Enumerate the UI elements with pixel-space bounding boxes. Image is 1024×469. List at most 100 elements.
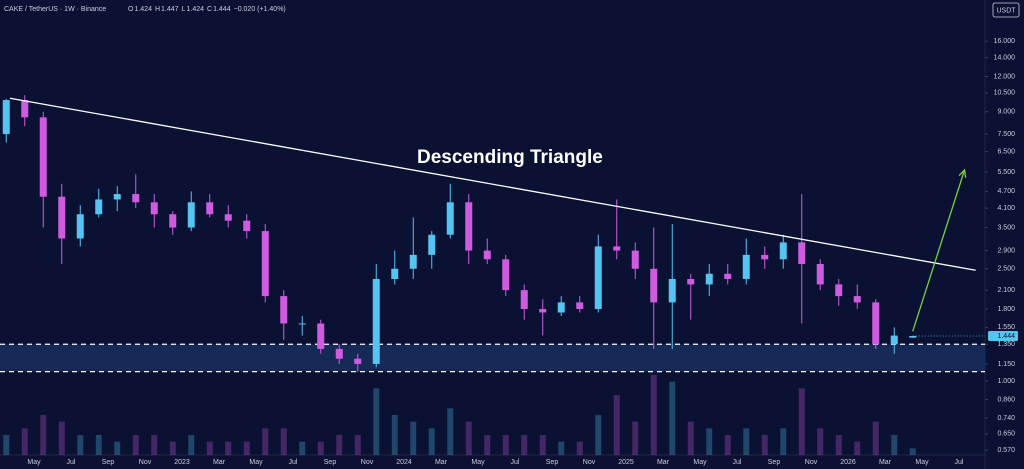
candle-body bbox=[502, 259, 510, 291]
candle-body bbox=[631, 250, 639, 269]
y-tick-label: 1.350 bbox=[997, 341, 1015, 348]
y-tick-label: 4.700 bbox=[997, 188, 1015, 195]
candle-body bbox=[576, 302, 584, 310]
y-tick-label: 3.500 bbox=[997, 224, 1015, 231]
candle-body bbox=[113, 194, 121, 200]
ohlc-value: 1.424 bbox=[186, 6, 204, 13]
volume-bar bbox=[95, 435, 102, 455]
x-tick-label: Nov bbox=[361, 459, 374, 466]
volume-bar bbox=[743, 428, 750, 455]
y-tick-label: 1.000 bbox=[997, 378, 1015, 385]
candle-body bbox=[132, 194, 140, 203]
x-tick-label: Sep bbox=[768, 459, 781, 466]
candle-body bbox=[705, 273, 713, 285]
candle-body bbox=[890, 335, 898, 345]
candle-body bbox=[539, 309, 547, 313]
y-tick-label: 1.550 bbox=[997, 324, 1015, 331]
volume-bar bbox=[484, 435, 491, 455]
y-tick-label: 9.000 bbox=[997, 109, 1015, 116]
last-price-label: 1.444 bbox=[997, 333, 1015, 340]
x-tick-label: 2025 bbox=[618, 459, 634, 466]
volume-bar bbox=[521, 435, 528, 455]
currency: USDT bbox=[996, 7, 1016, 14]
volume-bar bbox=[613, 395, 620, 455]
y-tick-label: 12.000 bbox=[994, 73, 1016, 80]
ohlc-value: 1.447 bbox=[161, 6, 179, 13]
candle-body bbox=[187, 202, 195, 228]
candle-body bbox=[742, 254, 750, 279]
volume-bar bbox=[299, 441, 306, 455]
volume-bar bbox=[391, 415, 398, 455]
candle-body bbox=[816, 263, 824, 285]
x-tick-label: May bbox=[249, 459, 263, 466]
volume-bar bbox=[706, 428, 713, 455]
x-tick-label: Mar bbox=[435, 459, 448, 466]
volume-bar bbox=[576, 441, 583, 455]
y-tick-label: 6.500 bbox=[997, 148, 1015, 155]
candle-body bbox=[798, 242, 806, 264]
support-zone bbox=[0, 344, 985, 372]
y-tick-label: 5.500 bbox=[997, 169, 1015, 176]
volume-bar bbox=[835, 435, 842, 455]
x-tick-label: Nov bbox=[139, 459, 152, 466]
candle-body bbox=[761, 254, 769, 260]
volume-bar bbox=[354, 435, 361, 455]
x-tick-label: Jul bbox=[955, 459, 964, 466]
volume-bar bbox=[3, 435, 10, 455]
ohlc-label: O bbox=[128, 6, 134, 13]
candle-body bbox=[95, 199, 103, 215]
candle-body bbox=[650, 268, 658, 303]
volume-bar bbox=[169, 441, 176, 455]
ohlc-label: H bbox=[155, 6, 160, 13]
x-tick-label: 2024 bbox=[396, 459, 412, 466]
y-tick-label: 4.100 bbox=[997, 205, 1015, 212]
y-tick-label: 2.500 bbox=[997, 266, 1015, 273]
candle-body bbox=[2, 100, 10, 135]
x-tick-label: 2023 bbox=[174, 459, 190, 466]
candle-body bbox=[613, 246, 621, 251]
volume-bar bbox=[891, 435, 898, 455]
volume-bar bbox=[77, 435, 84, 455]
volume-bar bbox=[132, 435, 139, 455]
volume-bar bbox=[632, 421, 639, 455]
y-tick-label: 1.150 bbox=[997, 361, 1015, 368]
volume-bar bbox=[502, 435, 509, 455]
candle-body bbox=[687, 278, 695, 285]
volume-bar bbox=[280, 428, 287, 455]
y-tick-label: 0.570 bbox=[997, 447, 1015, 454]
candle-body bbox=[668, 278, 676, 303]
y-tick-label: 7.500 bbox=[997, 131, 1015, 138]
candle-body bbox=[261, 231, 269, 297]
y-tick-label: 16.000 bbox=[994, 38, 1016, 45]
x-tick-label: Mar bbox=[879, 459, 892, 466]
volume-bar bbox=[151, 435, 158, 455]
volume-bar bbox=[225, 441, 232, 455]
volume-bar bbox=[780, 428, 787, 455]
x-tick-label: 2026 bbox=[840, 459, 856, 466]
volume-bar bbox=[262, 428, 269, 455]
x-tick-label: May bbox=[915, 459, 929, 466]
volume-bar bbox=[761, 435, 768, 455]
x-tick-label: Jul bbox=[733, 459, 742, 466]
volume-bar bbox=[465, 421, 472, 455]
x-tick-label: Mar bbox=[657, 459, 670, 466]
ohlc-label: C bbox=[207, 6, 212, 13]
volume-bar bbox=[595, 415, 602, 455]
candle-body bbox=[835, 284, 843, 297]
candle-body bbox=[224, 214, 232, 221]
y-tick-label: 0.860 bbox=[997, 396, 1015, 403]
volume-bar bbox=[724, 435, 731, 455]
x-tick-label: Nov bbox=[583, 459, 596, 466]
candle-body bbox=[206, 202, 214, 215]
x-tick-label: Sep bbox=[546, 459, 559, 466]
pattern-label: Descending Triangle bbox=[417, 147, 603, 168]
volume-bar bbox=[428, 428, 435, 455]
candle-body bbox=[872, 302, 880, 345]
candle-body bbox=[39, 117, 47, 197]
candle-body bbox=[594, 246, 602, 310]
y-tick-label: 14.000 bbox=[994, 54, 1016, 61]
x-tick-label: Jul bbox=[511, 459, 520, 466]
candle-body bbox=[58, 196, 66, 239]
volume-bar bbox=[669, 381, 676, 455]
